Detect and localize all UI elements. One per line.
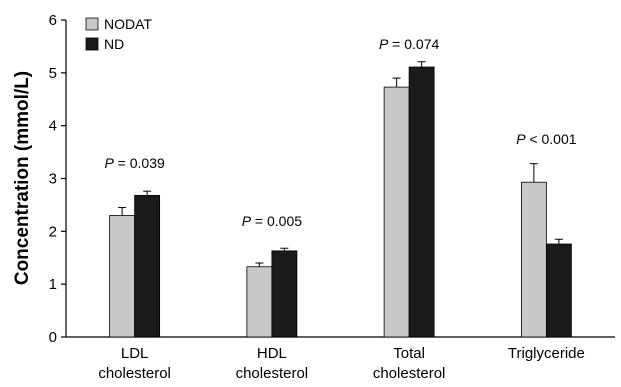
y-tick-label: 6 — [49, 12, 57, 29]
category-label: Total cholesterol — [373, 345, 446, 382]
category-label: HDL cholesterol — [236, 345, 309, 382]
category-label-line: LDL — [121, 345, 149, 362]
category-label-line: cholesterol — [373, 365, 446, 382]
bars — [109, 61, 572, 338]
bar-nd-3 — [545, 243, 572, 338]
legend-swatch-nodat — [85, 17, 99, 31]
p-value-symbol: P — [379, 36, 389, 52]
bar-nodat-1 — [246, 266, 273, 338]
category-label: Triglyceride — [508, 345, 585, 362]
p-value-label: P = 0.005 — [242, 213, 303, 229]
category-label-line: HDL — [257, 345, 287, 362]
p-value-label: P < 0.001 — [516, 131, 577, 147]
legend: NODAT ND — [85, 16, 152, 52]
p-value-text: = 0.005 — [251, 213, 302, 229]
p-value-text: = 0.074 — [388, 36, 439, 52]
legend-label-nodat: NODAT — [104, 16, 152, 32]
p-value-text: = 0.039 — [114, 155, 165, 171]
y-ticks: 0 1 2 3 4 5 6 — [49, 12, 66, 346]
p-value-text: < 0.001 — [526, 131, 577, 147]
y-tick-label: 3 — [49, 171, 57, 188]
legend-swatch-nd — [85, 37, 99, 51]
bar-nodat-3 — [520, 181, 547, 338]
category-label-line: cholesterol — [236, 365, 309, 382]
legend-label-nd: ND — [104, 36, 124, 52]
category-labels: LDL cholesterol HDL cholesterol Total cholest… — [98, 345, 585, 382]
category-label-line: cholesterol — [98, 365, 171, 382]
p-value-symbol: P — [242, 213, 252, 229]
y-tick-label: 1 — [49, 276, 57, 293]
p-value-symbol: P — [104, 155, 114, 171]
y-tick-label: 0 — [49, 329, 57, 346]
p-value-symbol: P — [516, 131, 526, 147]
category-label: LDL cholesterol — [98, 345, 171, 382]
category-label-line: Triglyceride — [508, 345, 585, 362]
category-label-line: Total — [393, 345, 425, 362]
y-tick-label: 5 — [49, 65, 57, 82]
y-axis-label: Concentration (mmol/L) — [12, 71, 33, 285]
bar-nodat-2 — [383, 86, 410, 338]
bar-nodat-0 — [109, 215, 136, 338]
y-tick-label: 4 — [49, 118, 57, 135]
bar-nd-0 — [134, 195, 161, 338]
p-value-label: P = 0.039 — [104, 155, 165, 171]
bar-nd-1 — [271, 250, 298, 338]
p-value-label: P = 0.074 — [379, 36, 440, 52]
bar-nd-2 — [408, 66, 435, 338]
y-tick-label: 2 — [49, 223, 57, 240]
